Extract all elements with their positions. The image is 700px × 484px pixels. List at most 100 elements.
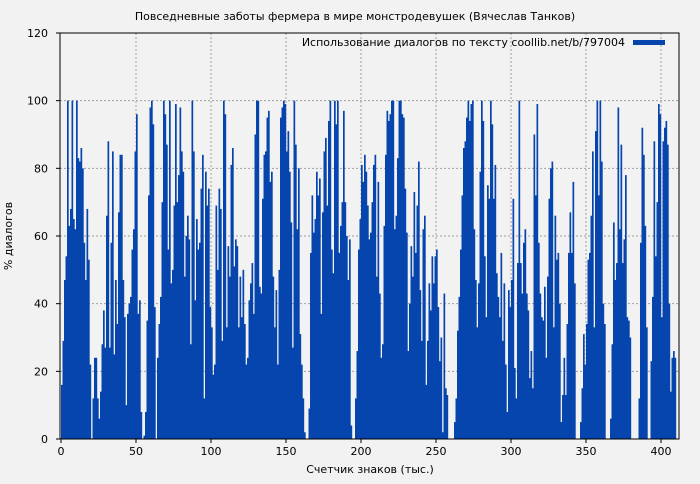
bar [517, 263, 519, 439]
x-tick-label: 400 [651, 445, 672, 458]
bar [208, 188, 210, 439]
bar [419, 290, 422, 439]
bar [316, 171, 318, 439]
bar [437, 307, 440, 439]
bar [410, 246, 413, 439]
bar [313, 232, 315, 439]
bar [101, 344, 104, 439]
bar [473, 229, 476, 439]
bar [508, 290, 510, 439]
bar [283, 100, 285, 440]
bar [355, 398, 357, 439]
bar [115, 279, 117, 439]
bar [392, 100, 395, 440]
bar [629, 337, 632, 439]
bar [239, 276, 242, 439]
bar [145, 411, 147, 439]
bar [539, 293, 542, 439]
bar [389, 114, 392, 439]
bar [665, 120, 668, 439]
bar [203, 398, 206, 439]
bar [320, 313, 323, 439]
bar [616, 263, 618, 439]
y-tick-label: 100 [27, 95, 48, 108]
bar [103, 310, 105, 439]
bar [359, 219, 362, 439]
bar [344, 202, 347, 439]
bar [121, 154, 123, 440]
bar [125, 405, 128, 439]
bar [583, 334, 585, 439]
bar [139, 300, 141, 439]
bar [661, 317, 663, 439]
bar [431, 256, 434, 439]
bar [560, 422, 563, 439]
bar [277, 364, 279, 439]
bar [626, 317, 629, 439]
bar [464, 141, 467, 439]
bar [197, 249, 200, 439]
bar [401, 114, 404, 439]
bar [469, 120, 471, 439]
bar [109, 347, 111, 439]
bar [172, 269, 174, 439]
bar [541, 317, 543, 439]
bar [667, 144, 669, 439]
bar [428, 283, 431, 439]
bar [407, 351, 410, 439]
legend-swatch [633, 40, 665, 45]
bar [545, 357, 548, 439]
bar [418, 161, 420, 440]
bar [302, 398, 305, 439]
bar [61, 384, 63, 439]
bar [184, 276, 186, 439]
bar [71, 100, 74, 440]
bar [542, 320, 545, 439]
bar [167, 249, 170, 439]
bar [430, 310, 432, 439]
bar [379, 293, 381, 439]
bar [268, 110, 270, 440]
bar [127, 313, 129, 439]
bar [242, 269, 245, 439]
bar [370, 232, 372, 439]
bar [413, 192, 416, 439]
bar [640, 242, 642, 439]
bar [122, 279, 125, 439]
bar [391, 100, 393, 440]
bar [343, 110, 345, 440]
bar [427, 340, 429, 439]
bar [374, 154, 377, 440]
bar [163, 100, 165, 440]
bar [215, 205, 218, 439]
bar [221, 340, 224, 439]
bar [133, 229, 135, 439]
bar [620, 144, 623, 439]
bar [334, 100, 336, 440]
y-axis-label: % диалогов [2, 202, 15, 270]
bar [385, 154, 387, 440]
bar [425, 384, 428, 439]
bar [157, 357, 159, 439]
bar [476, 327, 479, 439]
bar [544, 286, 546, 439]
bar [86, 208, 89, 439]
y-tick-label: 80 [34, 162, 48, 175]
bar [380, 357, 383, 439]
bar [274, 327, 276, 439]
bar [164, 114, 167, 439]
bar [64, 279, 66, 439]
bar [272, 276, 275, 439]
bar [445, 388, 447, 439]
bar [367, 205, 369, 439]
bar [356, 351, 359, 439]
bar [446, 395, 449, 439]
bar [196, 219, 198, 439]
bar [68, 225, 71, 439]
bar [668, 303, 671, 439]
bar [214, 364, 216, 439]
y-tick-label: 20 [34, 365, 48, 378]
bar [515, 398, 518, 439]
bar [403, 117, 405, 439]
